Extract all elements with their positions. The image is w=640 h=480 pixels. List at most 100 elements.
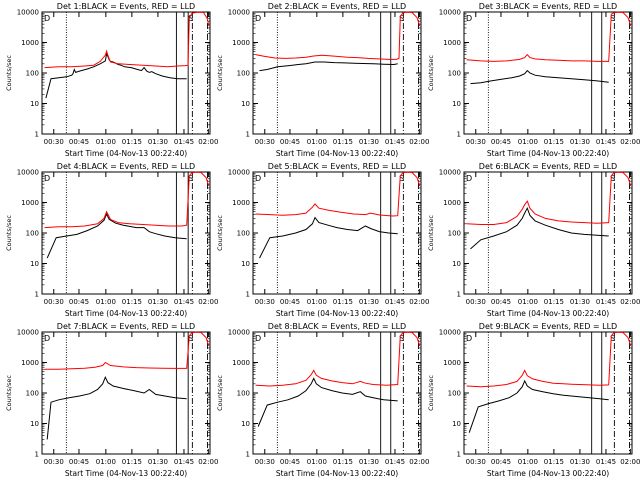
x-axis-label: Start Time (04-Nov-13 00:22:40) bbox=[276, 149, 398, 158]
x-tick-label: 01:30 bbox=[148, 458, 168, 466]
lld-series-line bbox=[466, 171, 632, 225]
y-tick-label: 1000 bbox=[21, 199, 39, 207]
y-tick-label: 10 bbox=[30, 260, 39, 268]
panel-title: Det 5:BLACK = Events, RED = LLD bbox=[268, 162, 406, 171]
lld-series-line bbox=[466, 331, 632, 388]
x-tick-label: 02:00 bbox=[620, 458, 640, 466]
y-tick-label: 1000 bbox=[443, 39, 461, 47]
y-tick-label: 100 bbox=[26, 390, 39, 398]
x-tick-label: 01:00 bbox=[96, 458, 116, 466]
lld-series-line bbox=[44, 331, 210, 370]
x-axis-label: Start Time (04-Nov-13 00:22:40) bbox=[65, 309, 187, 318]
x-tick-label: 01:45 bbox=[596, 458, 616, 466]
x-tick-label: 01:45 bbox=[596, 138, 616, 146]
plot-frame bbox=[252, 171, 422, 295]
x-tick-label: 01:15 bbox=[544, 138, 564, 146]
y-tick-label: 10 bbox=[241, 100, 250, 108]
x-axis-label: Start Time (04-Nov-13 00:22:40) bbox=[276, 309, 398, 318]
detector-panel-9: Det 9:BLACK = Events, RED = LLD Counts/se… bbox=[427, 322, 640, 478]
events-series-line bbox=[470, 206, 609, 250]
x-tick-label: 01:00 bbox=[96, 138, 116, 146]
x-tick-label: 01:00 bbox=[307, 298, 327, 306]
x-tick-label: 02:00 bbox=[409, 458, 429, 466]
events-series-line bbox=[45, 52, 187, 99]
plot-frame bbox=[41, 331, 211, 455]
x-tick-label: 01:45 bbox=[385, 298, 405, 306]
x-tick-label: 01:30 bbox=[148, 298, 168, 306]
y-axis-label: Counts/sec bbox=[427, 215, 435, 251]
y-tick-label: 10 bbox=[452, 420, 461, 428]
y-axis-label: Counts/sec bbox=[216, 375, 224, 411]
x-tick-label: 01:45 bbox=[174, 138, 194, 146]
x-axis-label: Start Time (04-Nov-13 00:22:40) bbox=[65, 469, 187, 478]
corner-marker-D: D bbox=[44, 174, 50, 183]
detector-panel-3: Det 3:BLACK = Events, RED = LLD Counts/se… bbox=[427, 2, 640, 158]
x-tick-label: 02:00 bbox=[198, 138, 218, 146]
corner-marker-S: S bbox=[610, 14, 615, 23]
x-tick-label: 01:00 bbox=[307, 138, 327, 146]
x-tick-label: 01:45 bbox=[385, 138, 405, 146]
detector-panel-1: Det 1:BLACK = Events, RED = LLD Counts/se… bbox=[5, 2, 218, 158]
panel-title: Det 6:BLACK = Events, RED = LLD bbox=[479, 162, 617, 171]
detector-panel-6: Det 6:BLACK = Events, RED = LLD Counts/se… bbox=[427, 162, 640, 318]
x-tick-label: 02:00 bbox=[409, 298, 429, 306]
events-series-line bbox=[46, 212, 187, 259]
x-tick-label: 01:30 bbox=[359, 458, 379, 466]
corner-marker-S: S bbox=[610, 174, 615, 183]
x-tick-label: 00:45 bbox=[491, 138, 511, 146]
x-tick-label: 00:45 bbox=[69, 458, 89, 466]
y-tick-label: 100 bbox=[237, 70, 250, 78]
x-tick-label: 02:00 bbox=[198, 458, 218, 466]
corner-marker-D: D bbox=[466, 174, 472, 183]
y-tick-label: 1 bbox=[246, 291, 250, 299]
plot-frame bbox=[41, 11, 211, 135]
x-tick-label: 00:30 bbox=[466, 138, 486, 146]
x-tick-label: 00:45 bbox=[69, 298, 89, 306]
y-tick-label: 100 bbox=[26, 230, 39, 238]
y-tick-label: 10000 bbox=[439, 9, 461, 17]
x-tick-label: 01:15 bbox=[122, 138, 142, 146]
events-series-line bbox=[470, 69, 609, 85]
y-tick-label: 1000 bbox=[21, 359, 39, 367]
events-series-line bbox=[259, 61, 398, 72]
corner-marker-D: D bbox=[466, 14, 472, 23]
x-tick-label: 00:30 bbox=[255, 298, 275, 306]
panel-title: Det 3:BLACK = Events, RED = LLD bbox=[479, 2, 617, 11]
x-tick-label: 00:30 bbox=[466, 298, 486, 306]
corner-marker-D: D bbox=[255, 14, 261, 23]
y-tick-label: 10000 bbox=[17, 9, 39, 17]
plot-frame bbox=[463, 171, 633, 295]
corner-marker-S: S bbox=[610, 334, 615, 343]
corner-marker-D: D bbox=[44, 14, 50, 23]
y-tick-label: 1 bbox=[35, 291, 39, 299]
detector-panel-4: Det 4:BLACK = Events, RED = LLD Counts/se… bbox=[5, 162, 218, 318]
detector-panel-8: Det 8:BLACK = Events, RED = LLD Counts/se… bbox=[216, 322, 429, 478]
y-tick-label: 1000 bbox=[232, 199, 250, 207]
y-tick-label: 10000 bbox=[228, 9, 250, 17]
x-axis-label: Start Time (04-Nov-13 00:22:40) bbox=[276, 469, 398, 478]
y-tick-label: 10 bbox=[452, 100, 461, 108]
x-tick-label: 00:30 bbox=[44, 458, 64, 466]
detector-panel-5: Det 5:BLACK = Events, RED = LLD Counts/se… bbox=[216, 162, 429, 318]
x-axis-label: Start Time (04-Nov-13 00:22:40) bbox=[487, 469, 609, 478]
corner-marker-S: S bbox=[399, 174, 404, 183]
x-tick-label: 01:30 bbox=[148, 138, 168, 146]
y-tick-label: 1000 bbox=[232, 359, 250, 367]
x-tick-label: 01:15 bbox=[333, 298, 353, 306]
panel-title: Det 7:BLACK = Events, RED = LLD bbox=[57, 322, 195, 331]
x-tick-label: 00:30 bbox=[44, 298, 64, 306]
x-tick-label: 01:15 bbox=[544, 458, 564, 466]
events-series-line bbox=[46, 375, 187, 440]
y-tick-label: 1000 bbox=[232, 39, 250, 47]
x-tick-label: 00:30 bbox=[255, 458, 275, 466]
y-axis-label: Counts/sec bbox=[427, 55, 435, 91]
lld-series-line bbox=[255, 331, 421, 387]
x-tick-label: 01:30 bbox=[570, 138, 590, 146]
y-tick-label: 100 bbox=[26, 70, 39, 78]
x-tick-label: 00:30 bbox=[44, 138, 64, 146]
x-tick-label: 01:45 bbox=[385, 458, 405, 466]
plot-frame bbox=[252, 331, 422, 455]
corner-marker-D: D bbox=[466, 334, 472, 343]
x-tick-label: 02:00 bbox=[620, 138, 640, 146]
x-tick-label: 01:15 bbox=[333, 458, 353, 466]
